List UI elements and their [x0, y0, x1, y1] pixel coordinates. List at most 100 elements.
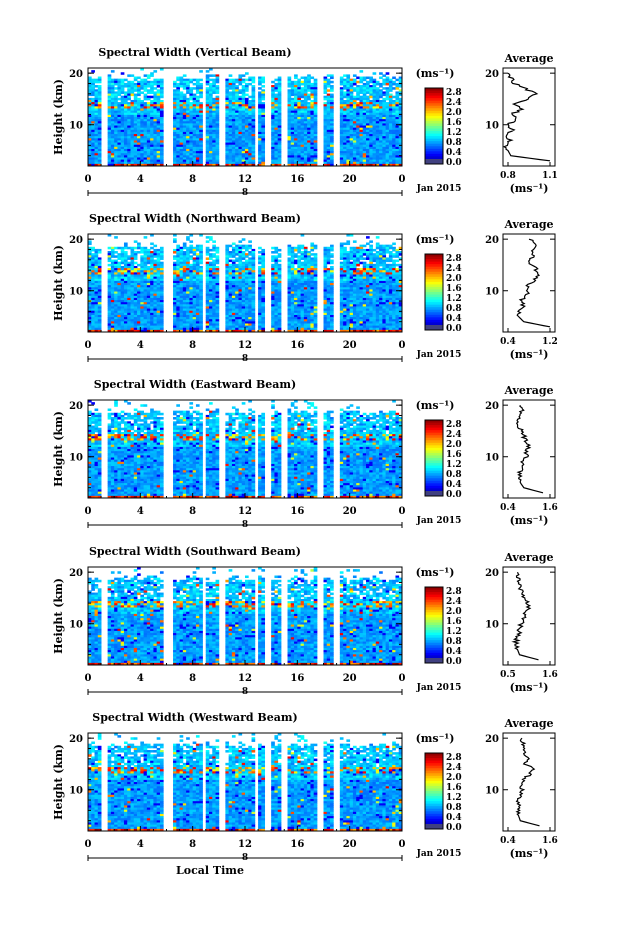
colorbar-segment	[425, 90, 443, 94]
date-label: Jan 2015	[416, 350, 462, 360]
colorbar-segment	[425, 256, 443, 260]
colorbar-segment	[425, 755, 443, 759]
average-title: Average	[503, 384, 553, 397]
colorbar-segment	[425, 811, 443, 815]
colorbar-tick-label: 0.8	[446, 138, 462, 148]
colorbar-segment	[425, 483, 443, 487]
y-tick-label: 10	[69, 786, 83, 797]
day-marker: 8	[242, 687, 248, 697]
colorbar-segment	[425, 803, 443, 807]
colorbar-segment	[425, 317, 443, 321]
average-y-tick-label: 20	[485, 401, 499, 412]
colorbar-segment	[425, 796, 443, 800]
colorbar-tick-label: 2.8	[446, 88, 462, 98]
colorbar-segment	[425, 93, 443, 97]
colorbar-segment	[425, 587, 443, 591]
colorbar-segment	[425, 775, 443, 779]
x-tick-label: 4	[137, 839, 144, 850]
average-x-tick-label: 1.1	[542, 171, 558, 181]
average-profile-line	[516, 238, 551, 328]
colorbar-tick-label: 1.6	[446, 284, 462, 294]
colorbar-frame	[424, 752, 444, 830]
colorbar-tick-label: 1.2	[446, 460, 462, 470]
colorbar-segment	[425, 770, 443, 774]
colorbar-segment	[425, 798, 443, 802]
heatmap	[88, 68, 402, 166]
colorbar-segment	[425, 435, 443, 439]
colorbar-tick-label: 1.6	[446, 450, 462, 460]
colorbar-segment	[425, 100, 443, 104]
colorbar-segment	[425, 642, 443, 646]
colorbar-segment	[425, 458, 443, 462]
average-x-tick-label: 1.6	[542, 503, 558, 513]
day-marker: 8	[242, 354, 248, 364]
colorbar-segment	[425, 95, 443, 99]
colorbar-segment	[425, 460, 443, 464]
y-axis-label: Height (km)	[52, 744, 65, 820]
x-tick-label: 0	[399, 673, 406, 684]
colorbar-tick-label: 0.4	[446, 480, 462, 490]
colorbar-segment	[425, 463, 443, 467]
x-tick-label: 20	[343, 673, 357, 684]
colorbar-segment	[425, 627, 443, 631]
colorbar-segment	[425, 604, 443, 608]
average-x-tick-label: 0.8	[500, 171, 516, 181]
colorbar-segment	[425, 427, 443, 431]
colorbar-tick-label: 1.2	[446, 793, 462, 803]
y-tick-label: 10	[69, 453, 83, 464]
colorbar-segment	[425, 322, 443, 326]
x-tick-label: 0	[85, 340, 92, 351]
colorbar-segment	[425, 123, 443, 127]
colorbar-tick-label: 1.6	[446, 783, 462, 793]
colorbar-segment	[425, 297, 443, 301]
x-tick-label: 8	[189, 673, 196, 684]
colorbar-segment	[425, 299, 443, 303]
heatmap	[88, 234, 402, 332]
colorbar-segment	[425, 309, 443, 313]
colorbar-segment	[425, 763, 443, 767]
x-tick-label: 8	[189, 340, 196, 351]
colorbar-segment	[425, 304, 443, 308]
colorbar-segment	[425, 148, 443, 152]
colorbar-segment	[425, 806, 443, 810]
colorbar-tick-label: 2.4	[446, 98, 462, 108]
x-tick-label: 8	[189, 174, 196, 185]
average-profile-line	[515, 737, 540, 827]
colorbar-segment	[425, 816, 443, 820]
colorbar-tick-label: 2.8	[446, 420, 462, 430]
colorbar-segment	[425, 480, 443, 484]
panel-title: Spectral Width (Southward Beam)	[89, 545, 301, 558]
colorbar-tick-label: 0.4	[446, 314, 462, 324]
colorbar-segment	[425, 319, 443, 323]
average-x-tick-label: 1.6	[542, 670, 558, 680]
x-axis-label: Local Time	[176, 864, 244, 877]
colorbar-segment	[425, 619, 443, 623]
colorbar-segment	[425, 760, 443, 764]
colorbar-segment	[425, 128, 443, 132]
day-marker: 8	[242, 853, 248, 863]
average-y-tick-label: 10	[485, 786, 499, 797]
colorbar-segment	[425, 753, 443, 757]
colorbar-segment	[425, 314, 443, 318]
average-frame	[502, 67, 556, 167]
colorbar-segment	[425, 286, 443, 290]
heatmap	[88, 567, 402, 665]
colorbar-segment	[425, 452, 443, 456]
average-x-tick-label: 0.4	[500, 836, 516, 846]
colorbar-frame	[424, 87, 444, 165]
average-y-tick-label: 10	[485, 287, 499, 298]
colorbar-segment	[425, 259, 443, 263]
colorbar-segment	[425, 440, 443, 444]
average-y-tick-label: 10	[485, 620, 499, 631]
colorbar-segment	[425, 156, 443, 160]
colorbar-segment	[425, 279, 443, 283]
date-label: Jan 2015	[416, 683, 462, 693]
colorbar-tick-label: 0.8	[446, 304, 462, 314]
colorbar-segment	[425, 88, 443, 92]
colorbar-frame	[424, 253, 444, 331]
colorbar-segment	[425, 622, 443, 626]
x-tick-label: 16	[290, 673, 304, 684]
heatmap	[88, 400, 402, 498]
colorbar-segment	[425, 455, 443, 459]
colorbar-segment	[425, 98, 443, 102]
